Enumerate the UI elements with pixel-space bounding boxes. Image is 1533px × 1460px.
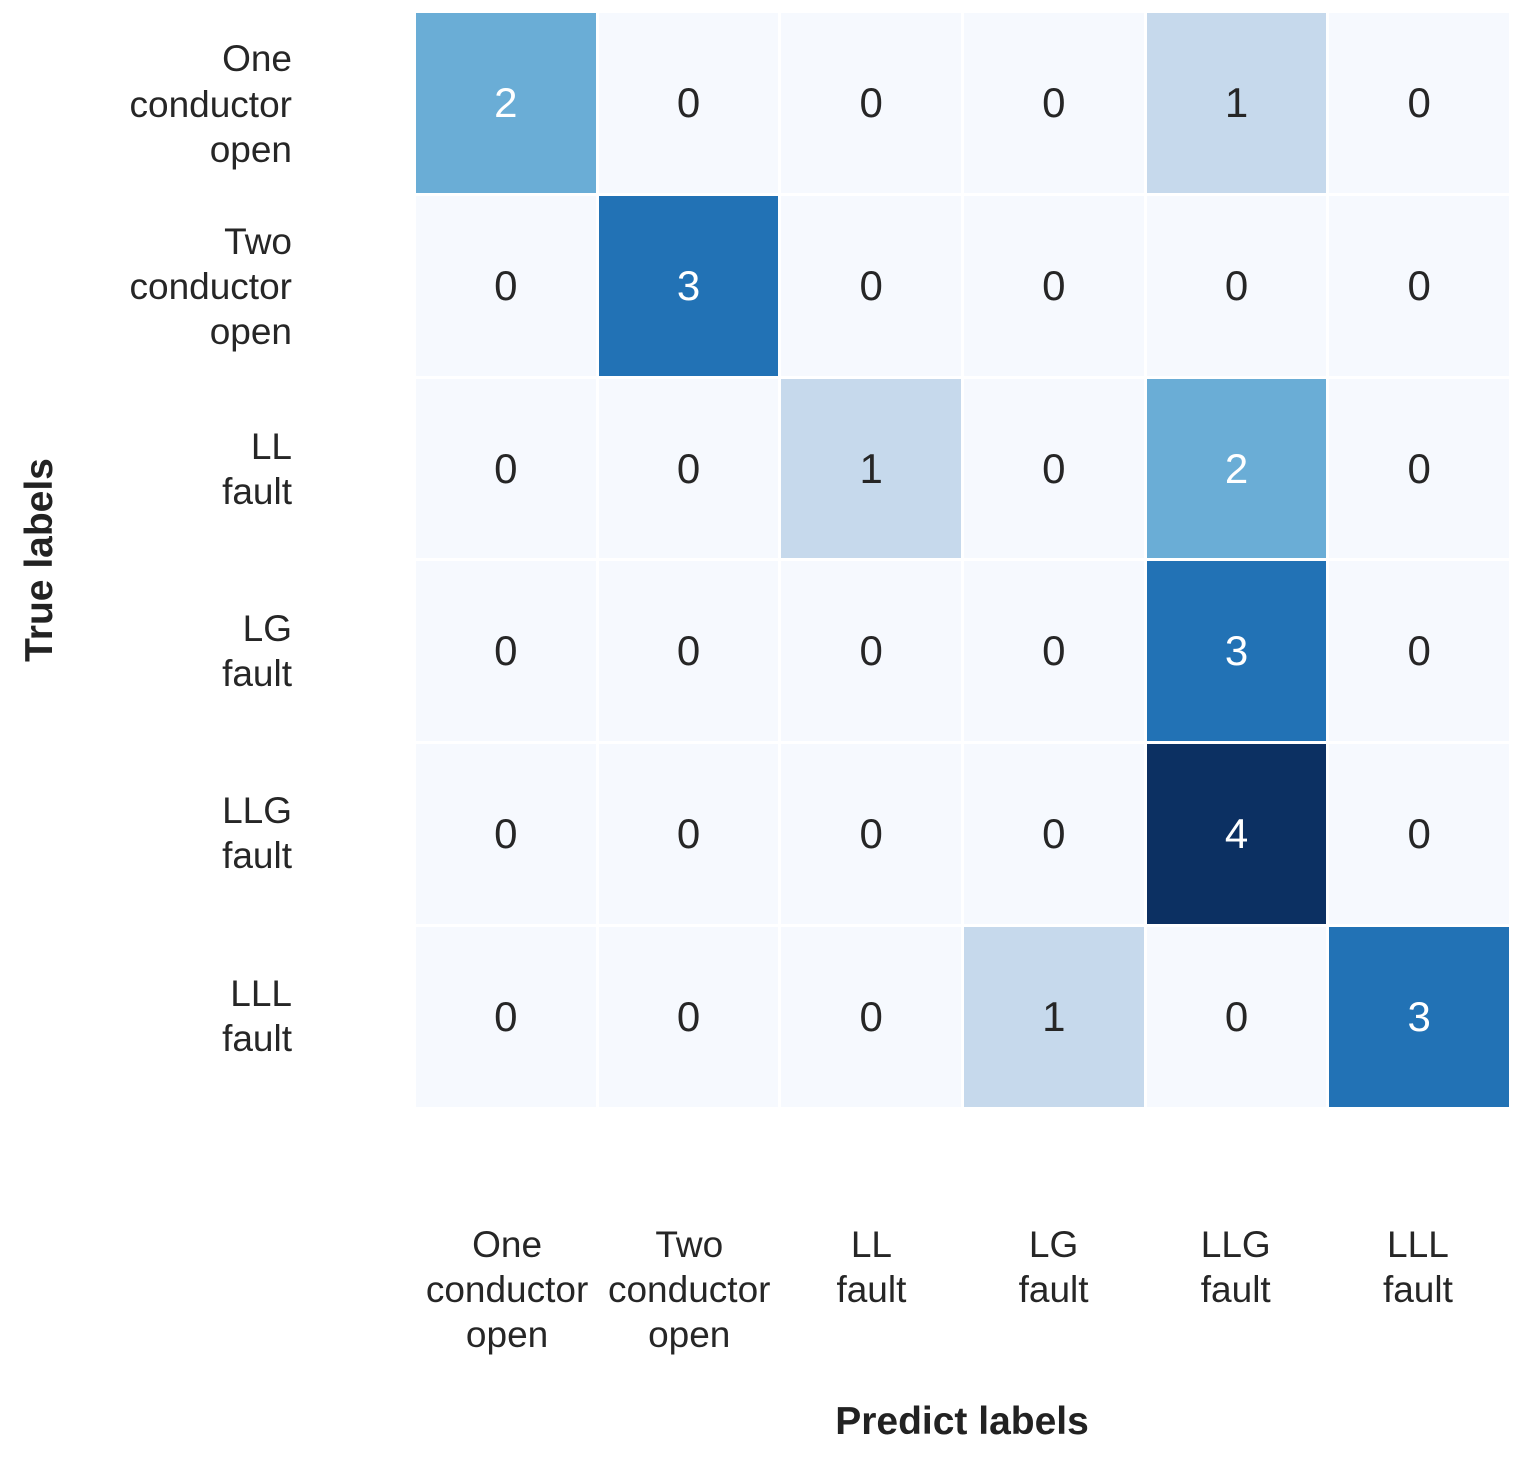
row-label-lg-fault: LG fault <box>222 608 292 695</box>
matrix-cell-r0-c5: 0 <box>1329 13 1509 193</box>
matrix-cell-r1-c1: 3 <box>598 195 779 376</box>
matrix-cell-r2-c2: 1 <box>781 378 961 559</box>
y-tick-labels: One conductor open Two conductor open LL… <box>0 13 400 1107</box>
row-label-ll-fault: LL fault <box>222 425 292 512</box>
matrix-cell-r1-c5: 0 <box>1329 195 1509 376</box>
matrix-cell-r3-c5: 0 <box>1329 561 1509 742</box>
matrix-cell-r5-c5: 3 <box>1329 927 1509 1107</box>
col-label-two-conductor-open: Two conductor open <box>607 1224 771 1356</box>
matrix-cell-r2-c3: 0 <box>964 378 1144 559</box>
col-label-llg-fault: LLG fault <box>1200 1224 1271 1311</box>
matrix-cell-r1-c3: 0 <box>964 195 1144 376</box>
matrix-cell-r0-c0: 2 <box>416 13 596 193</box>
matrix-cell-r3-c4: 3 <box>1146 561 1327 742</box>
matrix-cell-r5-c1: 0 <box>598 927 779 1107</box>
matrix-cell-r2-c5: 0 <box>1329 378 1509 559</box>
matrix-cell-r0-c1: 0 <box>598 13 779 193</box>
x-tick-labels: One conductor open Two conductor open LL… <box>416 1222 1509 1357</box>
matrix-cell-r2-c0: 0 <box>416 378 596 559</box>
col-label-one-conductor-open: One conductor open <box>425 1224 589 1356</box>
matrix-cell-r0-c2: 0 <box>781 13 961 193</box>
matrix-cell-r2-c1: 0 <box>598 378 779 559</box>
x-axis-title: Predict labels <box>835 1400 1089 1443</box>
matrix-cell-r1-c0: 0 <box>416 195 596 376</box>
matrix-cell-r5-c2: 0 <box>781 927 961 1107</box>
col-label-lll-fault: LLL fault <box>1382 1224 1453 1311</box>
matrix-cell-r4-c5: 0 <box>1329 744 1509 925</box>
matrix-cell-r3-c3: 0 <box>964 561 1144 742</box>
matrix-cell-r4-c1: 0 <box>598 744 779 925</box>
matrix-cell-r1-c4: 0 <box>1146 195 1327 376</box>
row-label-llg-fault: LLG fault <box>222 790 292 877</box>
row-label-two-conductor-open: Two conductor open <box>129 220 293 353</box>
row-label-lll-fault: LLL fault <box>222 972 292 1059</box>
matrix-cell-r3-c1: 0 <box>598 561 779 742</box>
matrix-cell-r3-c0: 0 <box>416 561 596 742</box>
matrix-cell-r5-c3: 1 <box>964 927 1144 1107</box>
matrix-cell-r4-c2: 0 <box>781 744 961 925</box>
matrix-cell-r1-c2: 0 <box>781 195 961 376</box>
matrix-cell-r3-c2: 0 <box>781 561 961 742</box>
matrix-cell-r2-c4: 2 <box>1146 378 1327 559</box>
matrix-cell-r0-c3: 0 <box>964 13 1144 193</box>
matrix-cell-r4-c0: 0 <box>416 744 596 925</box>
matrix-cell-r0-c4: 1 <box>1146 13 1327 193</box>
col-label-ll-fault: LL fault <box>836 1224 907 1311</box>
matrix-cell-r4-c4: 4 <box>1146 744 1327 925</box>
matrix-cell-r5-c0: 0 <box>416 927 596 1107</box>
col-label-lg-fault: LG fault <box>1018 1224 1089 1311</box>
matrix-cell-r4-c3: 0 <box>964 744 1144 925</box>
row-label-one-conductor-open: One conductor open <box>129 38 293 170</box>
matrix-cell-r5-c4: 0 <box>1146 927 1327 1107</box>
